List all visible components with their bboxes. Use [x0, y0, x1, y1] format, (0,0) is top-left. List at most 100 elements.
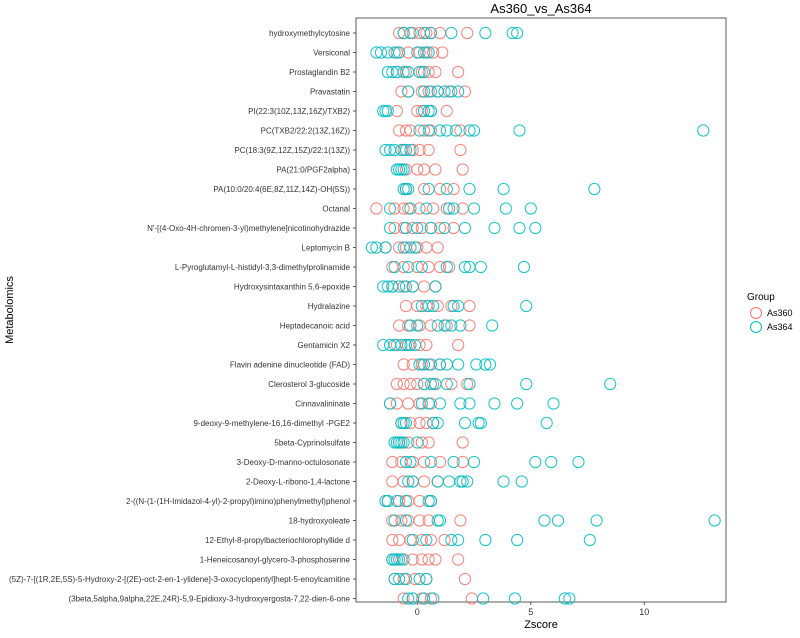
y-tick-label: PA(10:0/20:4(6E,8Z,11Z,14Z)-OH(5S)) [213, 185, 350, 194]
data-point-as364 [417, 46, 431, 59]
data-point-as364 [393, 280, 406, 293]
data-point-as364 [588, 182, 601, 196]
y-tick-label: 12-Ethyl-8-propylbacteriochlorophyllide … [205, 536, 350, 545]
data-point-as364 [438, 85, 451, 98]
y-tick-label: PA(21:0/PGF2alpha) [276, 166, 350, 175]
data-point-as364 [431, 416, 444, 430]
data-point-as364 [399, 494, 413, 508]
data-point-as364 [497, 182, 510, 196]
data-point-as364 [406, 280, 419, 293]
data-point-as364 [511, 533, 524, 547]
data-point-as364 [529, 455, 542, 469]
y-tick-label: Hydralazine [308, 302, 351, 311]
data-point-as360 [413, 202, 426, 215]
data-point-as364 [422, 182, 435, 196]
data-point-as360 [424, 533, 438, 547]
data-point-as360 [417, 455, 431, 469]
data-point-as364 [563, 592, 576, 605]
data-point-as360 [461, 26, 474, 40]
data-point-as364 [422, 46, 435, 59]
data-point-as364 [538, 514, 551, 527]
data-point-as364 [488, 397, 501, 410]
data-point-as364 [438, 319, 451, 332]
data-point-as360 [397, 260, 410, 274]
data-point-as364 [458, 221, 472, 235]
data-point-as364 [413, 124, 426, 137]
data-point-as364 [513, 221, 526, 235]
data-point-as364 [381, 104, 394, 118]
legend: Group As360 As364 [747, 292, 793, 333]
data-point-as364 [408, 338, 422, 352]
legend-key-as364 [750, 321, 762, 333]
data-point-as364 [417, 26, 431, 40]
data-point-as360 [456, 163, 469, 176]
data-point-as360 [429, 553, 442, 566]
data-point-as364 [417, 104, 431, 118]
data-point-as364 [422, 299, 435, 313]
data-point-as364 [413, 572, 426, 586]
legend-key-as360 [750, 307, 762, 319]
data-point-as364 [399, 455, 413, 469]
data-point-as364 [377, 280, 390, 293]
data-point-as360 [395, 85, 408, 98]
data-point-as360 [454, 143, 467, 157]
legend-label-as364: As364 [767, 322, 793, 332]
x-tick-label: 5 [528, 607, 533, 617]
data-point-as360 [427, 46, 440, 59]
chart-title: As360_vs_As364 [490, 1, 591, 16]
data-point-as364 [386, 280, 399, 293]
data-point-as364 [440, 124, 453, 137]
data-point-as364 [540, 416, 553, 430]
data-point-as364 [463, 397, 476, 410]
data-point-as364 [404, 338, 417, 352]
data-point-as364 [383, 397, 397, 410]
data-point-as364 [433, 514, 447, 527]
data-point-as364 [454, 397, 467, 410]
data-point-as360 [452, 338, 465, 352]
data-point-as364 [402, 592, 415, 605]
data-point-as364 [445, 85, 458, 98]
legend-title: Group [747, 292, 775, 303]
data-point-as360 [406, 553, 419, 566]
data-point-as364 [433, 397, 447, 410]
data-point-as364 [438, 221, 451, 235]
data-point-as364 [479, 26, 492, 40]
data-point-as360 [397, 377, 410, 391]
data-point-as364 [402, 475, 415, 488]
data-point-as364 [431, 319, 444, 332]
data-point-as364 [440, 377, 453, 391]
data-point-as360 [386, 455, 399, 469]
data-point-as360 [433, 455, 447, 469]
data-point-as364 [545, 455, 558, 469]
y-tick-label: Gentamicin X2 [298, 341, 351, 350]
data-point-as364 [445, 533, 458, 547]
data-point-as360 [458, 85, 472, 98]
data-point-as360 [411, 377, 424, 391]
y-tick-label: Heptadecanoic acid [280, 322, 350, 331]
x-tick-label: 10 [639, 607, 649, 617]
data-point-as364 [404, 241, 417, 254]
data-point-as364 [397, 553, 410, 566]
y-tick-label: 1-Heneicosanoyl-glycero-3-phosphoserine [200, 556, 351, 565]
data-point-as360 [413, 416, 426, 430]
data-point-as360 [404, 377, 417, 391]
data-point-as364 [452, 85, 465, 98]
data-point-as364 [515, 475, 528, 488]
data-point-as364 [483, 358, 497, 371]
data-point-as364 [420, 202, 433, 215]
y-tick-label: PI(22:3(10Z,13Z,16Z)/TXB2) [248, 107, 350, 116]
data-point-as364 [520, 299, 533, 313]
data-point-as360 [415, 533, 428, 547]
data-point-as364 [517, 260, 531, 274]
data-point-as364 [467, 124, 481, 137]
data-point-as364 [424, 358, 438, 371]
data-point-as360 [397, 592, 410, 605]
data-point-as360 [438, 533, 451, 547]
data-point-as364 [402, 85, 415, 98]
data-point-as364 [374, 46, 388, 59]
data-point-as364 [381, 65, 394, 79]
data-point-as364 [442, 202, 456, 215]
data-point-as360 [433, 221, 447, 235]
data-point-as364 [456, 475, 469, 488]
